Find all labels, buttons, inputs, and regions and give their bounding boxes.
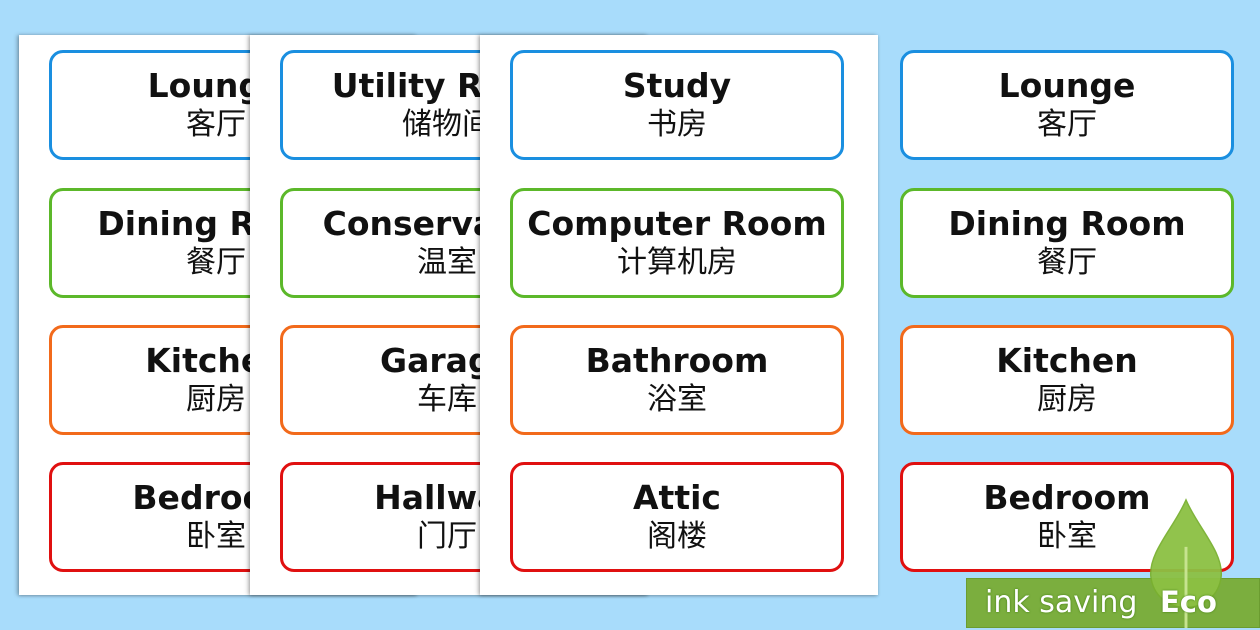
- card-chinese: 门厅: [417, 519, 477, 554]
- card-chinese: 餐厅: [186, 245, 246, 280]
- card-chinese: 温室: [417, 245, 477, 280]
- card-chinese: 客厅: [186, 107, 246, 142]
- leaf-icon: [1150, 498, 1222, 629]
- ink-saving-text: ink saving: [985, 585, 1138, 620]
- card-chinese: 客厅: [1037, 107, 1097, 142]
- card-chinese: 卧室: [1037, 519, 1097, 554]
- card-chinese: 储物间: [402, 107, 492, 142]
- card-chinese: 浴室: [647, 382, 707, 417]
- card-chinese: 车库: [417, 382, 477, 417]
- card-bathroom: Bathroom 浴室: [510, 325, 844, 435]
- card-english: Study: [622, 66, 732, 105]
- card-english: Kitchen: [996, 341, 1138, 380]
- page-3: Study 书房 Computer Room 计算机房 Bathroom 浴室 Att…: [480, 35, 878, 595]
- card-english: Bedroom: [983, 478, 1151, 517]
- card-chinese: 厨房: [1037, 382, 1097, 417]
- card-computer-room: Computer Room 计算机房: [510, 188, 844, 298]
- card-dining-room: Dining Room 餐厅: [900, 188, 1234, 298]
- card-chinese: 书房: [647, 107, 707, 142]
- card-chinese: 厨房: [186, 382, 246, 417]
- card-chinese: 卧室: [186, 519, 246, 554]
- card-chinese: 计算机房: [617, 245, 737, 280]
- card-lounge: Lounge 客厅: [900, 50, 1234, 160]
- card-attic: Attic 阁楼: [510, 462, 844, 572]
- card-kitchen: Kitchen 厨房: [900, 325, 1234, 435]
- eco-label: Eco: [1160, 585, 1217, 619]
- card-english: Dining Room: [948, 204, 1186, 243]
- card-study: Study 书房: [510, 50, 844, 160]
- card-english: Lounge: [998, 66, 1136, 105]
- card-chinese: 阁楼: [647, 519, 707, 554]
- card-english: Attic: [633, 478, 721, 517]
- card-chinese: 餐厅: [1037, 245, 1097, 280]
- card-english: Computer Room: [527, 204, 827, 243]
- card-english: Bathroom: [585, 341, 769, 380]
